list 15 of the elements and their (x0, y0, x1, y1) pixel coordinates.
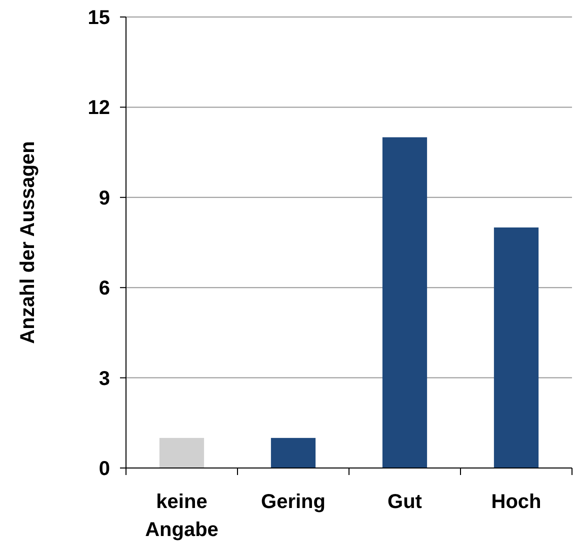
bar (159, 438, 204, 468)
y-tick-label: 9 (98, 187, 110, 210)
bar (494, 227, 539, 468)
y-tick-label: 12 (88, 97, 110, 120)
y-axis-title: Anzahl der Aussagen (17, 141, 39, 344)
bar (270, 438, 316, 468)
x-tick-label: Gering (261, 491, 326, 513)
y-tick-label: 6 (98, 278, 110, 300)
y-tick-label: 3 (98, 368, 110, 390)
x-tick-label: keine Angabe (145, 491, 218, 541)
x-tick-label: Gut (388, 491, 422, 513)
x-tick-label: Hoch (491, 491, 542, 513)
y-tick-label: 0 (98, 458, 110, 480)
y-tick-label: 15 (88, 7, 110, 29)
bar (382, 137, 428, 468)
